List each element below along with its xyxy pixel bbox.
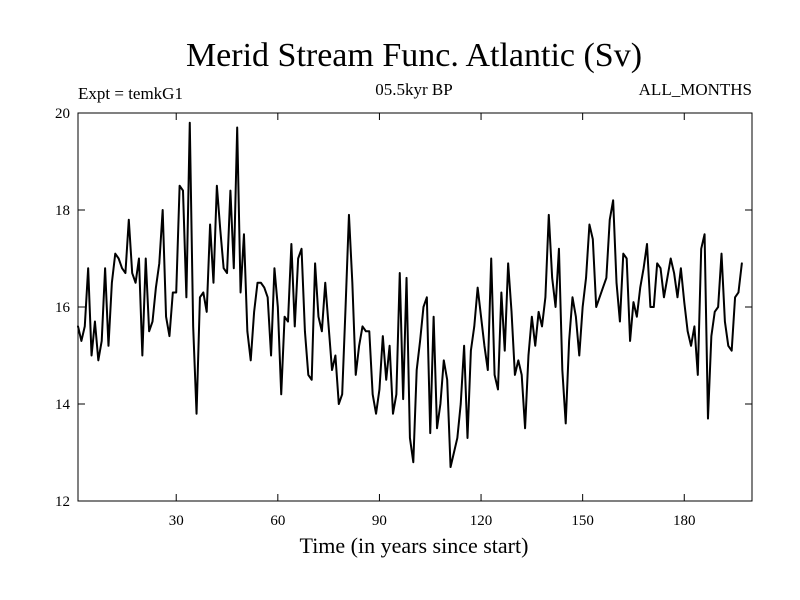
x-tick-label: 150 — [571, 513, 594, 529]
x-tick-label: 180 — [673, 513, 696, 529]
y-tick-label: 20 — [55, 106, 70, 122]
y-tick-label: 18 — [55, 203, 70, 219]
chart-title: Merid Stream Func. Atlantic (Sv) — [186, 37, 642, 74]
series-line — [77, 121, 743, 469]
period-label: 05.5kyr BP — [375, 80, 452, 99]
x-axis-label: Time (in years since start) — [300, 533, 529, 558]
x-tick-label: 30 — [169, 513, 184, 529]
x-tick-label: 120 — [470, 513, 493, 529]
x-tick-label: 90 — [372, 513, 387, 529]
y-axis-ticks: 12 14 16 18 20 — [55, 106, 752, 510]
y-tick-label: 16 — [55, 300, 71, 316]
x-axis-ticks: 30 60 90 120 150 180 — [169, 113, 696, 529]
x-tick-label: 60 — [270, 513, 285, 529]
y-tick-label: 12 — [55, 494, 70, 510]
experiment-label: Expt = temkG1 — [78, 84, 183, 103]
months-label: ALL_MONTHS — [639, 80, 752, 99]
y-tick-label: 14 — [55, 397, 71, 413]
